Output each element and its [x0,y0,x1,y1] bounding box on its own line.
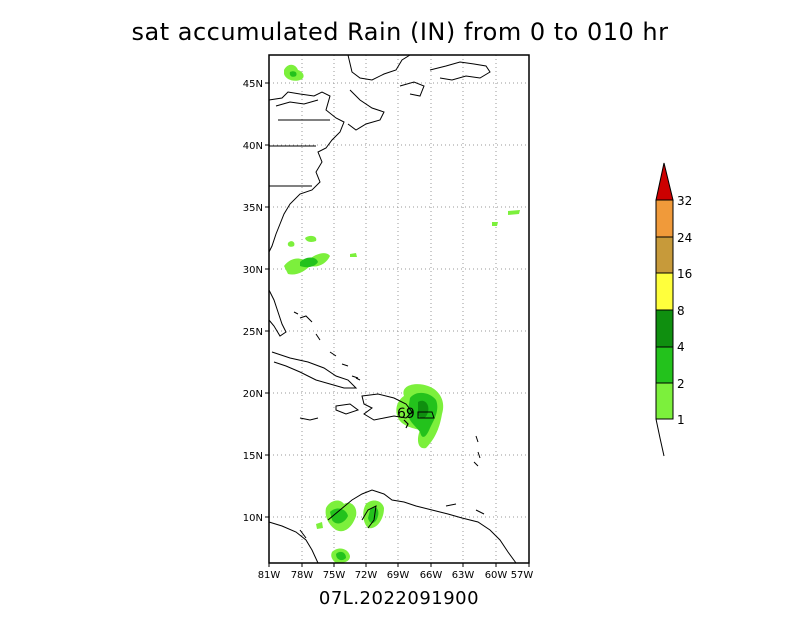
lon-tick-label: 63W [452,570,475,581]
lon-tick-label: 81W [258,570,281,581]
lon-tick-label: 75W [323,570,346,581]
lat-tick-label: 20N [243,389,263,400]
gridlines [269,55,529,563]
lat-tick-label: 30N [243,265,263,276]
lon-tick-label: 57W [511,570,534,581]
storm-marker: 69 [397,406,415,422]
colorbar-label: 8 [677,304,685,318]
chart-title: sat accumulated Rain (IN) from 0 to 010 … [131,18,669,46]
colorbar-label: 2 [677,377,685,391]
rain-field [284,64,520,563]
lat-tick-label: 35N [243,203,263,214]
axis-ticks [265,82,530,567]
lon-tick-label: 78W [291,570,314,581]
lon-tick-label: 69W [387,570,410,581]
map-area [269,55,529,563]
map-frame [268,54,530,564]
colorbar-triangle [655,162,674,201]
colorbar-lower-tail [655,418,665,457]
colorbar-label: 16 [677,267,692,281]
lat-tick-label: 40N [243,141,263,152]
colorbar: 32 24 16 8 4 2 1 [655,162,692,457]
colorbar-swatch [655,272,674,311]
colorbar-swatch [655,199,674,238]
storm-track-icon [403,419,409,429]
lat-tick-label: 45N [243,79,263,90]
colorbar-swatch [655,236,674,274]
lon-tick-label: 60W [485,570,508,581]
forecast-id: 07L.2022091900 [318,588,480,609]
colorbar-label: 32 [677,194,692,208]
lon-tick-label: 66W [420,570,443,581]
colorbar-label: 1 [677,413,685,427]
lat-tick-label: 15N [243,451,263,462]
colorbar-label: 24 [677,231,692,245]
lat-tick-label: 25N [243,327,263,338]
lat-tick-label: 10N [243,513,263,524]
colorbar-swatch [655,309,674,348]
coastlines [268,54,517,564]
colorbar-swatch [655,346,674,384]
lon-tick-labels: 81W 78W 75W 72W 69W 66W 63W 60W 57W [258,570,534,581]
lon-tick-label: 72W [355,570,378,581]
colorbar-label: 4 [677,340,685,354]
colorbar-swatch [655,382,674,420]
lat-tick-labels: 45N 40N 35N 30N 25N 20N 15N 10N [243,79,263,524]
